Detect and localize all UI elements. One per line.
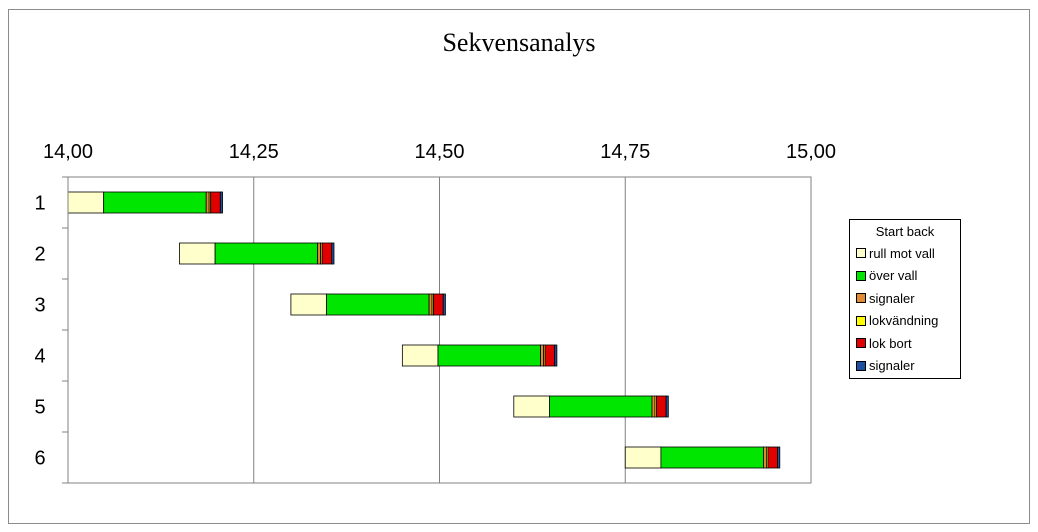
bar-segment	[540, 344, 544, 367]
x-tick-labels: 14,00 14,25 14,50 14,75 15,00	[43, 141, 836, 163]
bar-segment	[544, 344, 556, 367]
bar-segment	[290, 293, 327, 316]
bar-segment	[205, 191, 210, 214]
legend-label: lok bort	[869, 335, 912, 351]
bar-segment	[442, 293, 446, 316]
x-tick-label: 14,25	[229, 141, 279, 163]
legend-swatch	[856, 360, 866, 371]
bar-segment	[428, 293, 433, 316]
legend-swatch	[856, 248, 866, 259]
bar-segment	[767, 446, 778, 469]
y-tick-label: 3	[34, 295, 45, 317]
bar-segment	[651, 395, 656, 418]
bar-segment	[214, 242, 319, 265]
y-tick-label: 2	[34, 244, 45, 266]
bar-segment	[401, 344, 439, 367]
legend-item: över vall	[850, 265, 960, 288]
bar-segment	[67, 191, 105, 214]
y-tick-label: 6	[34, 448, 45, 470]
bar-segment	[179, 242, 216, 265]
y-tick-labels: 1 2 3 4 5 6	[34, 193, 45, 470]
bar-segment	[317, 242, 322, 265]
legend-swatch	[856, 270, 866, 281]
bar-segment	[656, 395, 667, 418]
legend-label: över vall	[869, 268, 918, 284]
legend-item: signaler	[850, 287, 960, 310]
bars	[67, 191, 781, 469]
chart-title: Sekvensanalys	[442, 28, 596, 57]
y-tick-label: 4	[34, 346, 45, 368]
bar-segment	[331, 242, 335, 265]
legend-item: lokvändning	[850, 310, 960, 333]
legend-item: lok bort	[850, 332, 960, 355]
y-tick-label: 5	[34, 397, 45, 419]
bar-segment	[513, 395, 550, 418]
bar-segment	[437, 344, 541, 367]
bar-segment	[433, 293, 444, 316]
bar-segment	[321, 242, 333, 265]
gridlines	[253, 177, 626, 483]
legend-title: Start back	[875, 224, 935, 239]
bar-segment	[326, 293, 430, 316]
bar-segment	[777, 446, 781, 469]
legend-swatch	[856, 338, 866, 349]
bar-segment	[554, 344, 558, 367]
bar-segment	[103, 191, 207, 214]
legend: Start back rull mot vall över vall signale…	[849, 219, 961, 379]
bar-segment	[763, 446, 767, 469]
bar-segment	[549, 395, 653, 418]
legend-label: rull mot vall	[869, 245, 935, 261]
legend-item: signaler	[850, 355, 960, 378]
bar-segment	[219, 191, 223, 214]
legend-swatch	[856, 315, 866, 326]
legend-item: rull mot vall	[850, 242, 960, 265]
bar-segment	[210, 191, 221, 214]
x-tick-label: 14,75	[600, 141, 650, 163]
x-tick-label: 14,50	[414, 141, 464, 163]
x-tick-label: 15,00	[786, 141, 836, 163]
legend-label: signaler	[869, 358, 915, 374]
legend-swatch	[856, 293, 866, 304]
legend-label: signaler	[869, 290, 915, 306]
bar-segment	[624, 446, 662, 469]
axes	[62, 176, 812, 484]
bar-segment	[660, 446, 764, 469]
x-tick-label: 14,00	[43, 141, 93, 163]
bar-segment	[665, 395, 669, 418]
legend-label: lokvändning	[869, 313, 939, 329]
y-tick-label: 1	[34, 193, 45, 215]
